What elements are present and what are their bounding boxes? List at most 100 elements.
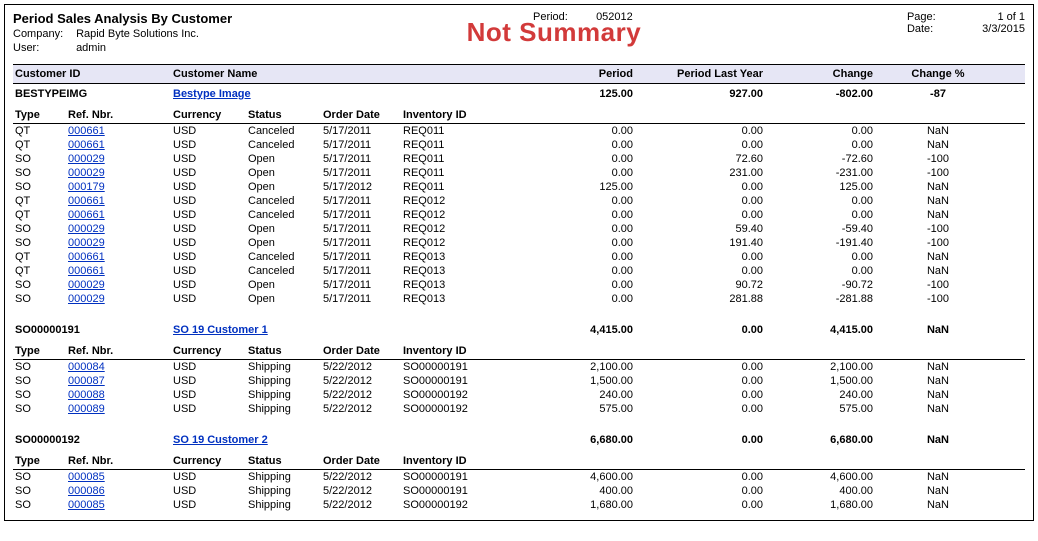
- customer-name-link[interactable]: Bestype Image: [173, 88, 251, 100]
- period-label: Period:: [533, 11, 593, 23]
- page-label: Page:: [907, 11, 952, 23]
- ref-nbr-link[interactable]: 000085: [68, 471, 105, 483]
- ref-nbr-link[interactable]: 000088: [68, 389, 105, 401]
- ref-nbr-link[interactable]: 000084: [68, 361, 105, 373]
- customer-name-link[interactable]: SO 19 Customer 2: [173, 434, 268, 446]
- cell-ref-nbr[interactable]: 000089: [68, 403, 173, 415]
- cell-status: Shipping: [248, 403, 323, 415]
- col-v3: [763, 455, 873, 467]
- ref-nbr-link[interactable]: 000089: [68, 403, 105, 415]
- cell-period-last: 59.40: [633, 223, 763, 235]
- cell-period: 0.00: [523, 139, 633, 151]
- col-order-date: Order Date: [323, 109, 403, 121]
- col-type: Type: [13, 455, 68, 467]
- ref-nbr-link[interactable]: 000661: [68, 139, 105, 151]
- ref-nbr-link[interactable]: 000029: [68, 153, 105, 165]
- ref-nbr-link[interactable]: 000661: [68, 251, 105, 263]
- cell-change: -90.72: [763, 279, 873, 291]
- cell-order-date: 5/17/2011: [323, 139, 403, 151]
- cell-ref-nbr[interactable]: 000661: [68, 209, 173, 221]
- cell-ref-nbr[interactable]: 000029: [68, 167, 173, 179]
- cell-period: 0.00: [523, 265, 633, 277]
- cell-ref-nbr[interactable]: 000029: [68, 293, 173, 305]
- cell-period-last: 0.00: [633, 485, 763, 497]
- cell-status: Canceled: [248, 265, 323, 277]
- cell-ref-nbr[interactable]: 000029: [68, 237, 173, 249]
- cell-change: 0.00: [763, 195, 873, 207]
- customer-period: 6,680.00: [523, 434, 633, 446]
- cell-type: QT: [13, 195, 68, 207]
- customer-name[interactable]: Bestype Image: [173, 88, 523, 100]
- cell-change: 125.00: [763, 181, 873, 193]
- cell-ref-nbr[interactable]: 000084: [68, 361, 173, 373]
- customer-period-last: 927.00: [633, 88, 763, 100]
- report-title: Period Sales Analysis By Customer: [13, 11, 232, 26]
- cell-period: 0.00: [523, 153, 633, 165]
- cell-ref-nbr[interactable]: 000085: [68, 499, 173, 511]
- cell-order-date: 5/17/2011: [323, 265, 403, 277]
- customer-name[interactable]: SO 19 Customer 1: [173, 324, 523, 336]
- cell-ref-nbr[interactable]: 000085: [68, 471, 173, 483]
- col-v3: [763, 109, 873, 121]
- cell-period-last: 0.00: [633, 499, 763, 511]
- col-status: Status: [248, 109, 323, 121]
- ref-nbr-link[interactable]: 000029: [68, 293, 105, 305]
- cell-inventory-id: REQ012: [403, 223, 523, 235]
- cell-ref-nbr[interactable]: 000661: [68, 125, 173, 137]
- cell-ref-nbr[interactable]: 000661: [68, 195, 173, 207]
- cell-ref-nbr[interactable]: 000029: [68, 279, 173, 291]
- cell-currency: USD: [173, 125, 248, 137]
- cell-ref-nbr[interactable]: 000179: [68, 181, 173, 193]
- detail-row: SO000029USDOpen5/17/2011REQ0110.0072.60-…: [13, 152, 1025, 166]
- cell-change-pct: NaN: [873, 375, 1003, 387]
- cell-ref-nbr[interactable]: 000661: [68, 265, 173, 277]
- detail-row: SO000029USDOpen5/17/2011REQ0110.00231.00…: [13, 166, 1025, 180]
- ref-nbr-link[interactable]: 000029: [68, 167, 105, 179]
- col-order-date: Order Date: [323, 455, 403, 467]
- customer-name[interactable]: SO 19 Customer 2: [173, 434, 523, 446]
- cell-ref-nbr[interactable]: 000086: [68, 485, 173, 497]
- detail-header: TypeRef. Nbr.CurrencyStatusOrder DateInv…: [13, 452, 1025, 470]
- cell-period-last: 0.00: [633, 361, 763, 373]
- col-change-pct: Change %: [873, 68, 1003, 80]
- cell-inventory-id: REQ011: [403, 153, 523, 165]
- cell-order-date: 5/22/2012: [323, 485, 403, 497]
- cell-change-pct: -100: [873, 167, 1003, 179]
- ref-nbr-link[interactable]: 000029: [68, 223, 105, 235]
- ref-nbr-link[interactable]: 000085: [68, 499, 105, 511]
- cell-ref-nbr[interactable]: 000088: [68, 389, 173, 401]
- ref-nbr-link[interactable]: 000029: [68, 279, 105, 291]
- cell-order-date: 5/17/2011: [323, 125, 403, 137]
- report-header: Period Sales Analysis By Customer Compan…: [13, 11, 1025, 54]
- cell-change-pct: NaN: [873, 265, 1003, 277]
- ref-nbr-link[interactable]: 000086: [68, 485, 105, 497]
- cell-ref-nbr[interactable]: 000087: [68, 375, 173, 387]
- detail-row: SO000179USDOpen5/17/2012REQ011125.000.00…: [13, 180, 1025, 194]
- ref-nbr-link[interactable]: 000661: [68, 195, 105, 207]
- cell-order-date: 5/17/2011: [323, 153, 403, 165]
- header-right: Page: 1 of 1 Date: 3/3/2015: [907, 11, 1025, 35]
- cell-inventory-id: REQ012: [403, 195, 523, 207]
- ref-nbr-link[interactable]: 000661: [68, 265, 105, 277]
- ref-nbr-link[interactable]: 000661: [68, 125, 105, 137]
- cell-type: QT: [13, 265, 68, 277]
- cell-period: 400.00: [523, 485, 633, 497]
- cell-order-date: 5/22/2012: [323, 471, 403, 483]
- cell-ref-nbr[interactable]: 000029: [68, 223, 173, 235]
- col-inventory-id: Inventory ID: [403, 109, 523, 121]
- cell-change-pct: NaN: [873, 389, 1003, 401]
- cell-ref-nbr[interactable]: 000029: [68, 153, 173, 165]
- customer-name-link[interactable]: SO 19 Customer 1: [173, 324, 268, 336]
- ref-nbr-link[interactable]: 000179: [68, 181, 105, 193]
- ref-nbr-link[interactable]: 000087: [68, 375, 105, 387]
- ref-nbr-link[interactable]: 000029: [68, 237, 105, 249]
- cell-ref-nbr[interactable]: 000661: [68, 251, 173, 263]
- cell-type: SO: [13, 375, 68, 387]
- cell-change: 4,600.00: [763, 471, 873, 483]
- cell-change: -281.88: [763, 293, 873, 305]
- cell-period: 0.00: [523, 167, 633, 179]
- cell-period-last: 0.00: [633, 375, 763, 387]
- detail-row: SO000087USDShipping5/22/2012SO000001911,…: [13, 374, 1025, 388]
- ref-nbr-link[interactable]: 000661: [68, 209, 105, 221]
- cell-ref-nbr[interactable]: 000661: [68, 139, 173, 151]
